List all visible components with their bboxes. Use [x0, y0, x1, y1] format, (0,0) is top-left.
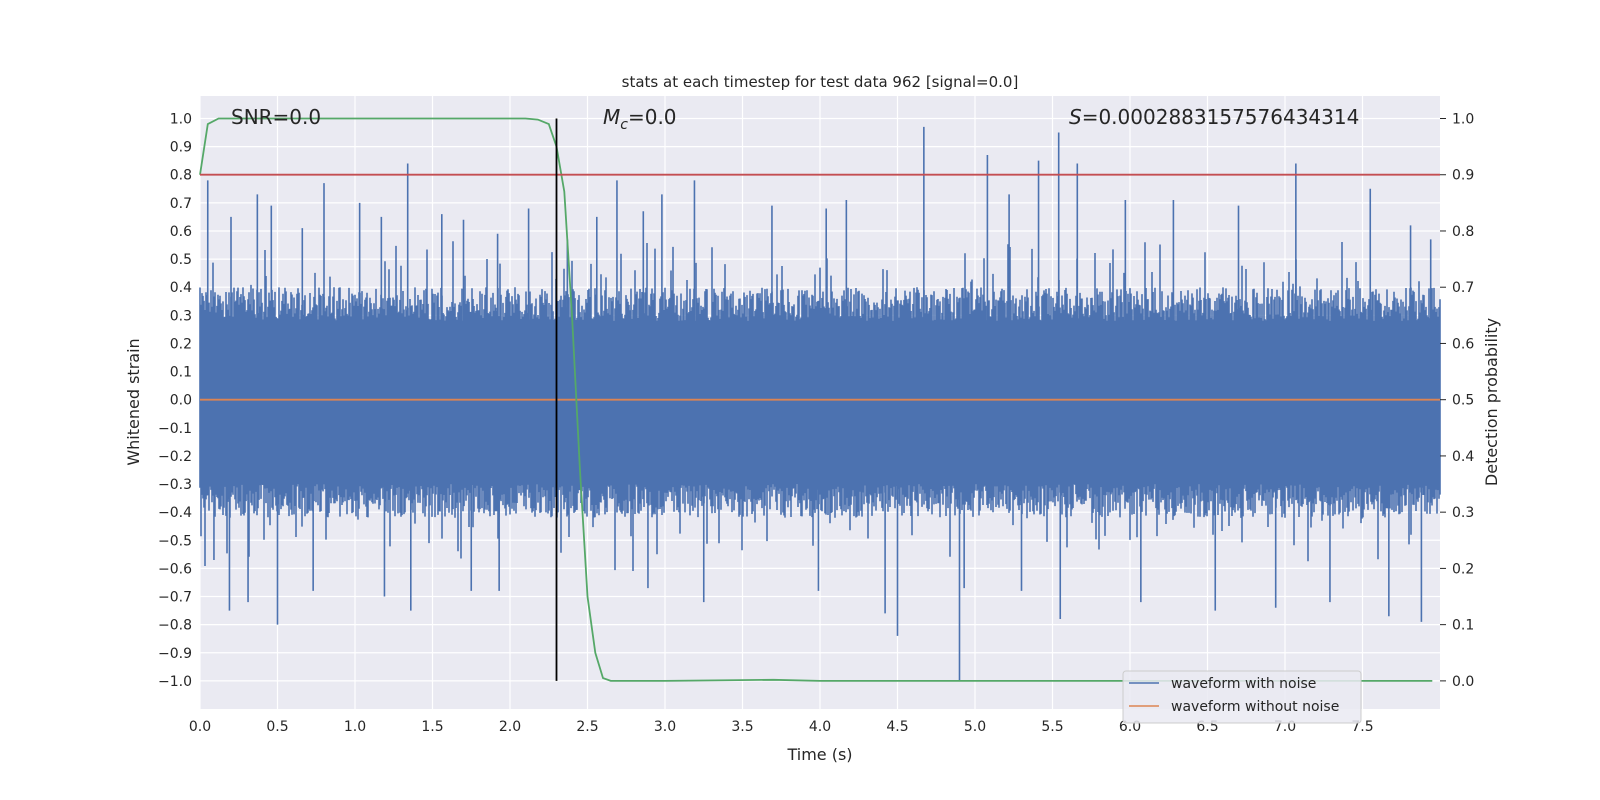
s-symbol: S [1069, 105, 1082, 129]
x-tick-label: 4.0 [809, 719, 831, 735]
y-right-tick-label: 0.9 [1452, 168, 1474, 184]
y-right-tick-label: 0.6 [1452, 336, 1474, 352]
x-tick-label: 2.5 [576, 719, 598, 735]
s-annotation: S=0.0002883157576434314 [1069, 105, 1359, 129]
y-left-tick-label: 0.4 [170, 280, 192, 296]
y-right-tick-label: 0.4 [1452, 449, 1474, 465]
x-tick-label: 0.0 [189, 719, 211, 735]
x-tick-label: 5.5 [1041, 719, 1063, 735]
y-right-tick-label: 0.1 [1452, 618, 1474, 634]
y-right-tick-label: 0.5 [1452, 393, 1474, 409]
s-value: =0.0002883157576434314 [1082, 105, 1360, 129]
y-left-tick-label: −0.1 [158, 421, 192, 437]
y-left-tick-label: −0.3 [158, 477, 192, 493]
y-right-tick-label: 0.8 [1452, 224, 1474, 240]
y-left-tick-label: 0.0 [170, 393, 192, 409]
y-left-tick-label: −0.5 [158, 533, 192, 549]
mc-symbol: M [603, 105, 620, 129]
x-tick-label: 3.0 [654, 719, 676, 735]
y-left-tick-label: 1.0 [170, 111, 192, 127]
mc-annotation: Mc=0.0 [603, 105, 677, 133]
y-left-tick-label: −0.8 [158, 618, 192, 634]
y-right-tick-label: 0.0 [1452, 674, 1474, 690]
y-left-tick-label: −0.2 [158, 449, 192, 465]
x-tick-label: 2.0 [499, 719, 521, 735]
x-tick-label: 1.5 [421, 719, 443, 735]
y-right-tick-label: 0.2 [1452, 561, 1474, 577]
y-left-tick-label: −0.9 [158, 646, 192, 662]
y-axis-label-left: Whitened strain [124, 338, 143, 465]
legend-label-noise: waveform with noise [1171, 676, 1316, 692]
mc-value: =0.0 [628, 105, 677, 129]
y-left-tick-label: 0.5 [170, 252, 192, 268]
y-left-tick-label: 0.6 [170, 224, 192, 240]
y-left-tick-label: 0.2 [170, 336, 192, 352]
series-line [199, 117, 1433, 682]
y-left-tick-label: 0.1 [170, 365, 192, 381]
y-left-tick-label: 0.7 [170, 196, 192, 212]
y-right-tick-label: 0.7 [1452, 280, 1474, 296]
y-axis-label-right: Detection probability [1482, 318, 1501, 486]
x-axis-label: Time (s) [786, 745, 852, 764]
y-left-tick-label: −0.7 [158, 590, 192, 606]
y-right-tick-label: 0.3 [1452, 505, 1474, 521]
x-tick-label: 5.0 [964, 719, 986, 735]
legend-box [1122, 670, 1362, 724]
x-tick-label: 0.5 [266, 719, 288, 735]
y-left-tick-label: 0.3 [170, 308, 192, 324]
legend: waveform with noise waveform without noi… [1122, 670, 1362, 724]
legend-label-clean: waveform without noise [1171, 699, 1339, 715]
y-left-tick-label: −0.6 [158, 561, 192, 577]
chart-title: stats at each timestep for test data 962… [622, 73, 1019, 91]
y-left-tick-label: 0.8 [170, 168, 192, 184]
y-right-tick-label: 1.0 [1452, 111, 1474, 127]
y-left-tick-label: −1.0 [158, 674, 192, 690]
y-left-tick-label: −0.4 [158, 505, 192, 521]
y-left-tick-label: 0.9 [170, 140, 192, 156]
tick-labels: 0.0 0.5 1.0 1.5 2.0 2.5 3.0 3.5 4.0 4.5 5.0 5.5 6.0 6… [158, 111, 1474, 735]
snr-annotation: SNR=0.0 [231, 105, 321, 129]
x-tick-label: 1.0 [344, 719, 366, 735]
mc-subscript: c [620, 117, 628, 133]
x-tick-label: 4.5 [886, 719, 908, 735]
x-tick-label: 3.5 [731, 719, 753, 735]
line-series [199, 117, 1440, 682]
